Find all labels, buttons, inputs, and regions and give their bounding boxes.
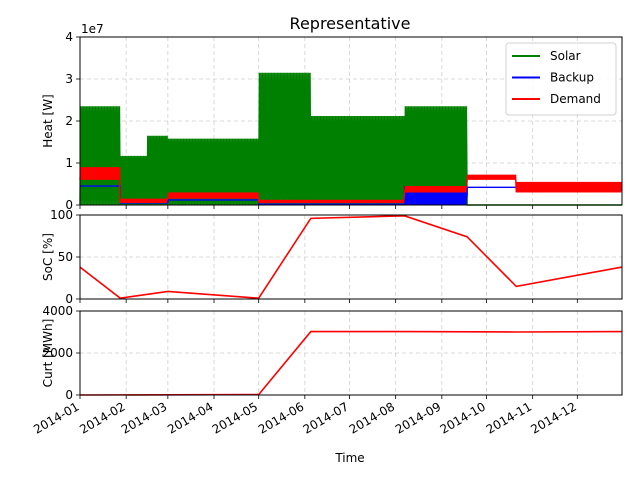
y-tick-label: 100	[50, 208, 73, 222]
y-tick-label: 1	[65, 156, 73, 170]
x-axis-label: Time	[334, 451, 364, 465]
y-tick-label: 4000	[42, 304, 73, 318]
soc-series-line	[79, 215, 623, 299]
legend-label-solar: Solar	[550, 49, 581, 63]
y-tick-label: 2	[65, 114, 73, 128]
y-tick-label: 0	[65, 388, 73, 402]
y-axis-label: Curt [MWh]	[41, 319, 55, 388]
y-tick-label: 2000	[42, 346, 73, 360]
legend-box	[505, 42, 617, 116]
y-tick-label: 50	[58, 250, 73, 264]
legend-label-backup: Backup	[550, 71, 594, 85]
axes-frame	[79, 214, 623, 300]
y-tick-label: 0	[65, 292, 73, 306]
axes-frame	[79, 36, 623, 206]
y-axis-label: SoC [%]	[41, 233, 55, 281]
legend-label-demand: Demand	[550, 92, 601, 106]
chart-title: Representative	[290, 14, 411, 33]
offset-text: 1e7	[81, 22, 104, 36]
y-axis-label: Heat [W]	[41, 94, 55, 148]
y-tick-label: 4	[65, 30, 73, 44]
backup-series-line	[80, 185, 622, 206]
y-tick-label: 0	[65, 198, 73, 212]
y-tick-label: 3	[65, 72, 73, 86]
heat-panel: 0 1 2 3 4 Heat [W] Solar Backup Demand	[41, 30, 623, 212]
soc-panel: 0 50 100 SoC [%]	[41, 208, 623, 306]
demand-series-line	[79, 167, 622, 204]
legend: Solar Backup Demand	[505, 42, 617, 116]
axes-frame	[79, 310, 623, 396]
